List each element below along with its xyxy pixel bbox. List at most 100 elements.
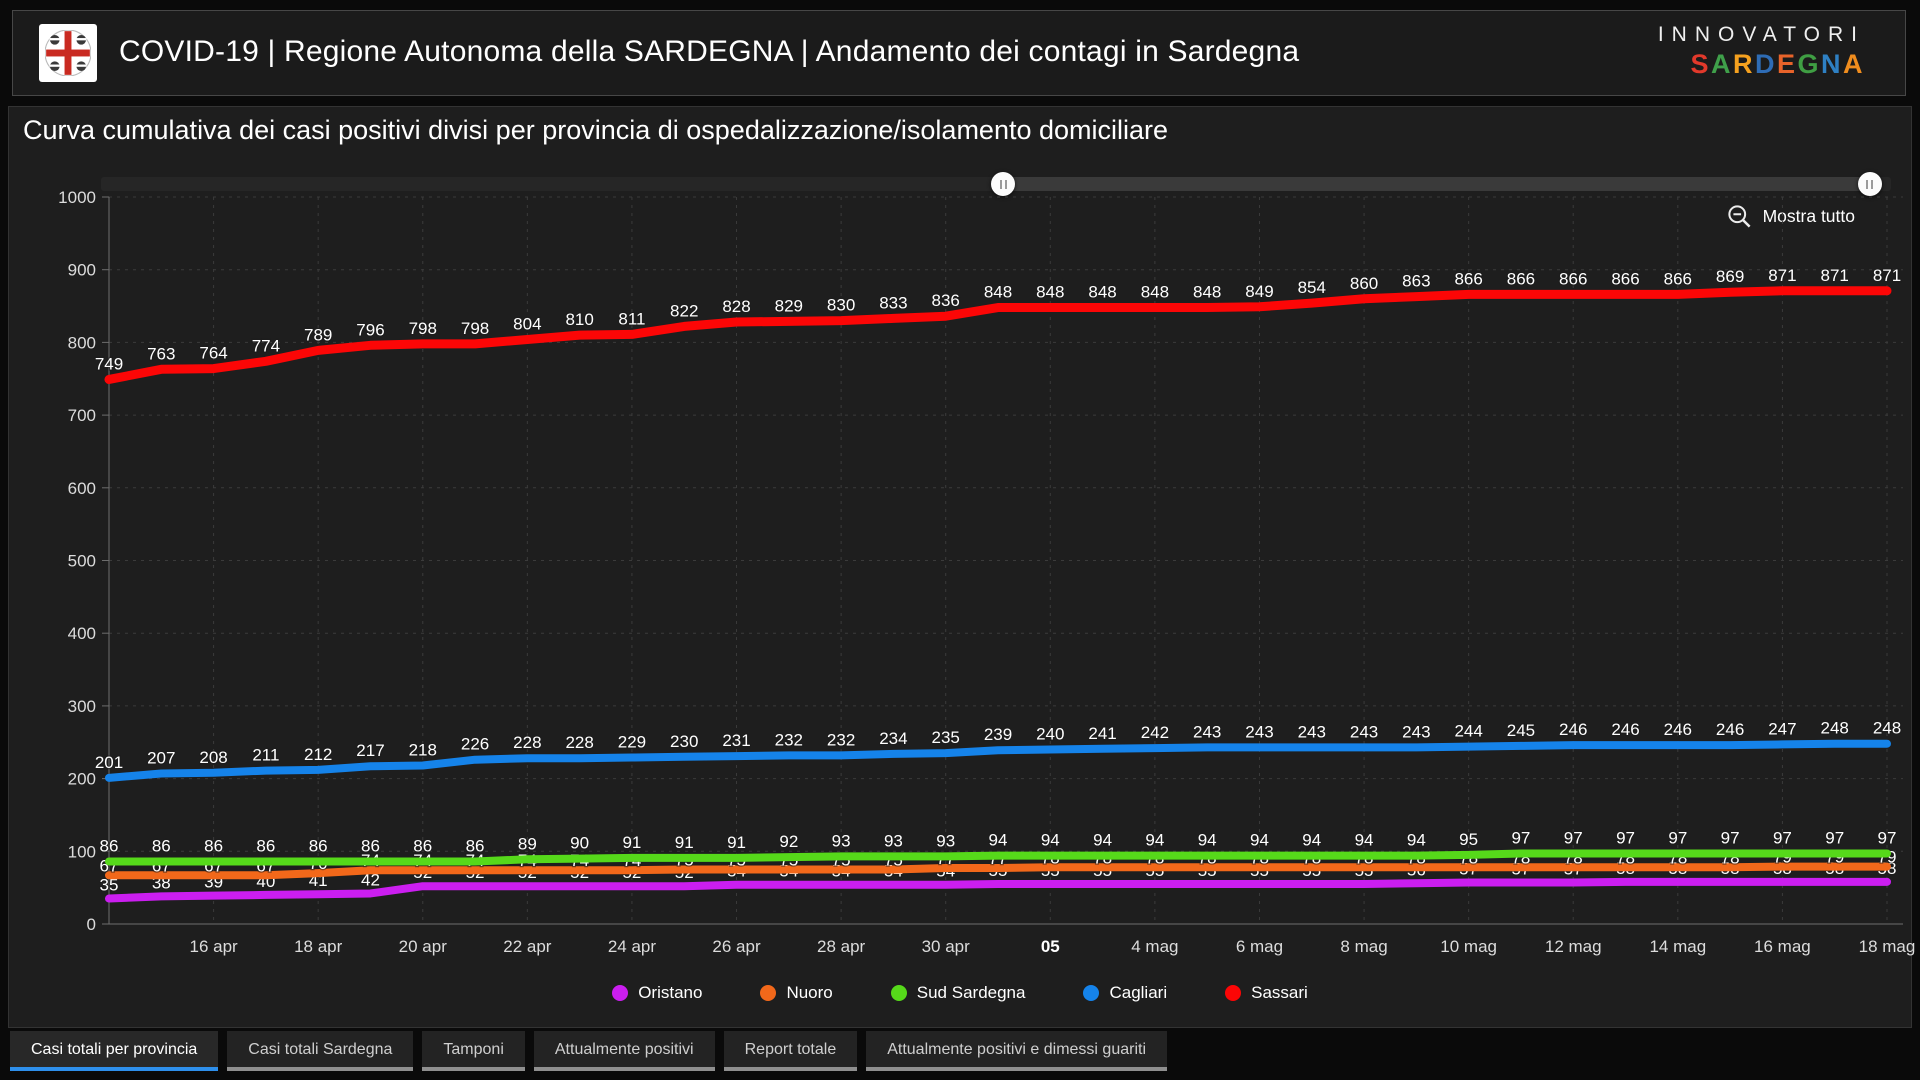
legend-marker [890,985,907,1001]
data-label: 830 [827,296,855,315]
chart-legend: Oristano Nuoro Sud Sardegna Cagliari Sassari [9,983,1911,1003]
data-label: 828 [722,297,750,316]
data-label: 246 [1611,720,1639,739]
data-label: 212 [304,745,332,764]
data-label: 94 [1145,831,1164,850]
data-label: 97 [1825,828,1844,847]
data-label: 97 [1564,828,1583,847]
chart-panel: Curva cumulativa dei casi positivi divis… [8,106,1915,1028]
data-label: 201 [95,753,123,772]
data-label: 243 [1245,722,1273,741]
data-label: 35 [100,876,119,895]
data-label: 243 [1298,722,1326,741]
data-label: 848 [1036,283,1064,302]
data-label: 804 [513,314,541,333]
data-label: 866 [1507,269,1535,288]
legend-item-oristano[interactable]: Oristano [612,983,702,1003]
data-label: 94 [989,831,1008,850]
data-label: 90 [570,834,589,853]
brand-letter: E [1776,48,1798,79]
legend-marker [1225,985,1242,1001]
tab-bar: Casi totali per provincia Casi totali Sar… [10,1031,1167,1071]
data-label: 211 [252,746,279,765]
data-label: 848 [1088,283,1116,302]
data-label: 218 [409,741,437,760]
brand-sardegna-text: SARDEGNA [1658,48,1865,81]
slider-handle-left[interactable] [991,172,1016,196]
brand-letter: D [1754,48,1777,79]
data-label: 97 [1511,828,1530,847]
data-label: 239 [984,725,1012,744]
data-label: 848 [1141,283,1169,302]
data-label: 228 [565,733,593,752]
series-line-cagliari [105,739,1891,782]
data-label: 91 [675,833,694,852]
legend-label: Cagliari [1109,983,1168,1002]
data-label: 94 [1250,831,1269,850]
brand-letter: N [1821,48,1843,79]
data-label: 232 [775,730,803,749]
data-label: 226 [461,735,489,754]
data-label: 228 [513,733,541,752]
data-label: 207 [147,749,175,768]
legend-item-nuoro[interactable]: Nuoro [760,983,833,1003]
legend-item-cagliari[interactable]: Cagliari [1083,983,1167,1003]
legend-marker [612,985,629,1001]
data-label: 97 [1616,828,1635,847]
legend-marker [760,985,777,1001]
data-label: 871 [1821,266,1849,285]
data-label: 86 [466,836,485,855]
data-label: 863 [1402,272,1430,291]
data-label: 86 [309,836,328,855]
x-axis-label: 12 mag [1545,937,1602,956]
y-axis-label: 0 [87,915,96,934]
tab-tamponi[interactable]: Tamponi [422,1031,525,1071]
data-label: 230 [670,732,698,751]
x-axis-label: 6 mag [1236,937,1283,956]
y-axis-label: 600 [68,479,96,498]
brand-letter: A [1843,48,1865,79]
tab-report-totale[interactable]: Report totale [723,1031,858,1071]
data-label: 89 [518,834,537,853]
data-label: 240 [1036,725,1064,744]
y-axis-label: 100 [68,842,96,861]
legend-marker [1083,985,1100,1001]
zoom-range-slider[interactable] [101,172,1891,196]
series-line-sassari [104,286,1892,384]
data-label: 810 [565,310,593,329]
header-bar: COVID-19 | Regione Autonoma della SARDEG… [12,10,1906,96]
slider-selected-range[interactable] [1003,177,1870,191]
legend-item-sassari[interactable]: Sassari [1225,983,1308,1003]
data-label: 860 [1350,274,1378,293]
slider-handle-right[interactable] [1857,172,1882,196]
tab-attualmente-positivi[interactable]: Attualmente positivi [533,1031,715,1071]
data-label: 242 [1141,723,1169,742]
x-axis-label: 30 apr [922,937,971,956]
data-label: 866 [1454,269,1482,288]
tab-casi-totali-per-provincia[interactable]: Casi totali per provincia [10,1031,219,1071]
legend-label: Oristano [638,983,703,1002]
x-axis-label: 16 apr [189,937,238,956]
data-label: 86 [204,836,223,855]
y-axis-label: 200 [68,770,96,789]
data-label: 869 [1716,267,1744,286]
data-label: 97 [1668,828,1687,847]
y-axis-label: 800 [68,333,96,352]
x-axis-label: 28 apr [817,937,866,956]
reset-zoom-button[interactable]: Mostra tutto [1726,203,1855,230]
tab-attualmente-positivi-e-dimessi-guariti[interactable]: Attualmente positivi e dimessi guariti [866,1031,1167,1071]
brand-letter: G [1797,48,1821,79]
data-label: 92 [779,832,798,851]
data-label: 871 [1768,266,1796,285]
legend-item-sud-sardegna[interactable]: Sud Sardegna [890,983,1026,1003]
tab-casi-totali-sardegna[interactable]: Casi totali Sardegna [227,1031,414,1071]
data-label: 849 [1245,282,1273,301]
data-label: 763 [147,344,175,363]
series-line-oristano [105,877,1891,903]
series-line-nuoro [105,862,1891,880]
data-label: 229 [618,733,646,752]
line-chart[interactable]: 0 100 200 300 400 500 600 700 800 900 1000 16 apr 18… [39,187,1919,977]
legend-label: Sud Sardegna [916,983,1026,1002]
data-label: 86 [100,836,119,855]
x-axis-label: 16 mag [1754,937,1811,956]
